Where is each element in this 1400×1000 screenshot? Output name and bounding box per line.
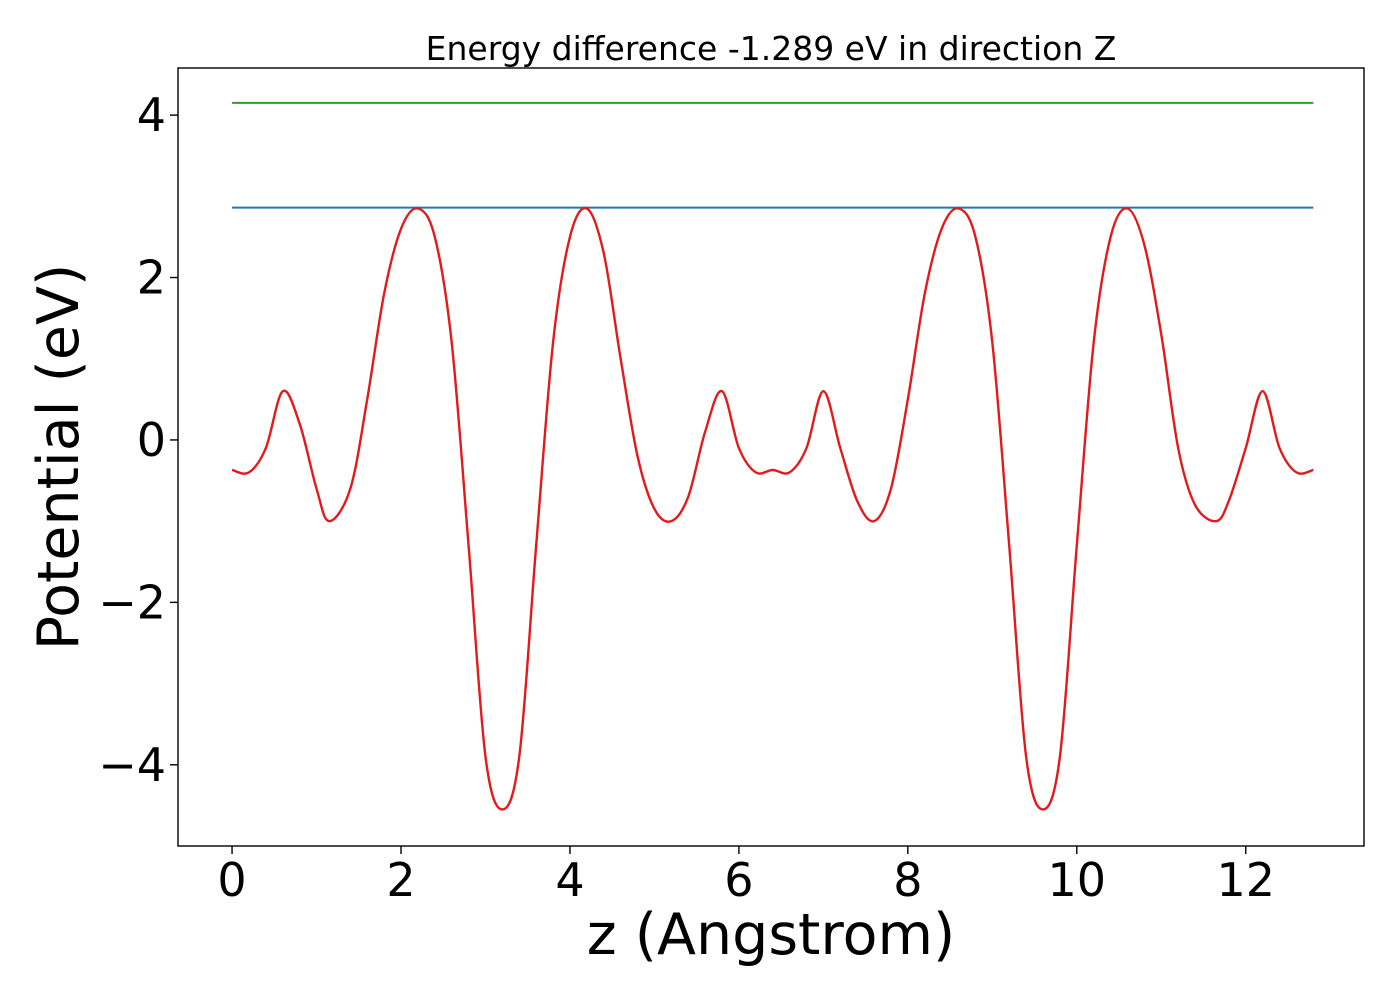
y-tick-label--2: −2 (98, 575, 166, 629)
chart-title: Energy difference -1.289 eV in direction… (426, 29, 1117, 68)
y-tick-label--4: −4 (98, 738, 166, 792)
series-line-2 (231, 206, 1314, 811)
x-tick-label-10: 10 (1048, 853, 1107, 907)
y-tick-label-2: 2 (137, 251, 166, 305)
x-tick-label-12: 12 (1216, 853, 1275, 907)
x-tick-label-0: 0 (217, 853, 246, 907)
series-lines (231, 101, 1314, 811)
y-tick-label-4: 4 (137, 88, 166, 142)
y-tick-label-0: 0 (137, 413, 166, 467)
x-axis-label: z (Angstrom) (587, 902, 955, 968)
plot-frame (177, 67, 1365, 847)
x-tick-label-6: 6 (724, 853, 753, 907)
x-tick-label-8: 8 (893, 853, 922, 907)
x-tick-label-4: 4 (555, 853, 584, 907)
y-axis-ticks: −4 −2 0 2 4 (98, 88, 178, 792)
y-axis-label: Potential (eV) (26, 264, 92, 650)
x-tick-label-2: 2 (386, 853, 415, 907)
x-axis-ticks: 0 2 4 6 8 10 12 (217, 846, 1275, 907)
